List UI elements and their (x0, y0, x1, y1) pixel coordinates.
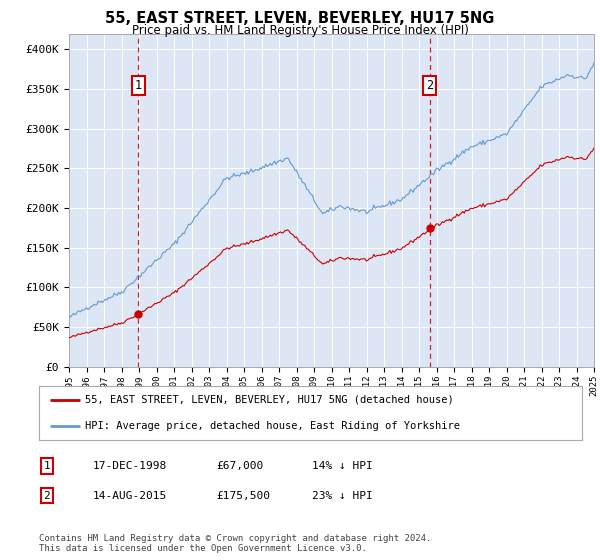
Text: £175,500: £175,500 (216, 491, 270, 501)
Text: 23% ↓ HPI: 23% ↓ HPI (312, 491, 373, 501)
Text: 1: 1 (135, 78, 142, 92)
Text: 14% ↓ HPI: 14% ↓ HPI (312, 461, 373, 471)
Text: £67,000: £67,000 (216, 461, 263, 471)
Text: 55, EAST STREET, LEVEN, BEVERLEY, HU17 5NG: 55, EAST STREET, LEVEN, BEVERLEY, HU17 5… (106, 11, 494, 26)
Text: HPI: Average price, detached house, East Riding of Yorkshire: HPI: Average price, detached house, East… (85, 421, 460, 431)
Text: Price paid vs. HM Land Registry's House Price Index (HPI): Price paid vs. HM Land Registry's House … (131, 24, 469, 36)
Text: 17-DEC-1998: 17-DEC-1998 (93, 461, 167, 471)
Text: Contains HM Land Registry data © Crown copyright and database right 2024.
This d: Contains HM Land Registry data © Crown c… (39, 534, 431, 553)
Text: 55, EAST STREET, LEVEN, BEVERLEY, HU17 5NG (detached house): 55, EAST STREET, LEVEN, BEVERLEY, HU17 5… (85, 395, 454, 405)
Text: 14-AUG-2015: 14-AUG-2015 (93, 491, 167, 501)
Text: 1: 1 (43, 461, 50, 471)
Text: 2: 2 (427, 78, 433, 92)
Text: 2: 2 (43, 491, 50, 501)
